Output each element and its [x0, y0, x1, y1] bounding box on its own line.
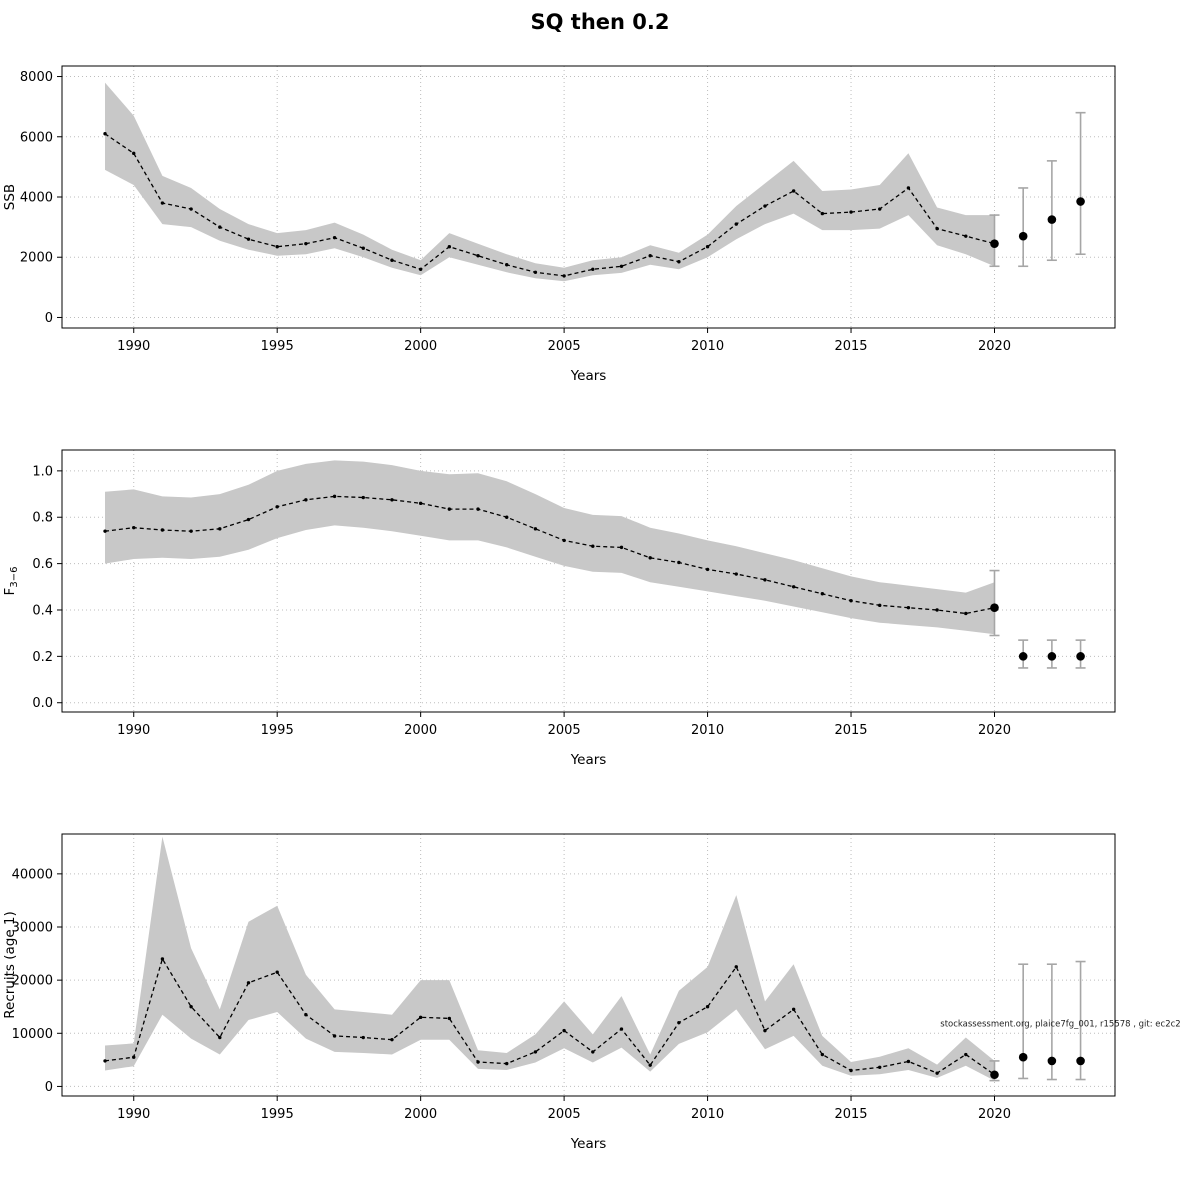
plot-box — [61, 833, 1116, 1097]
axis-ticks — [57, 873, 995, 1101]
svg-text:0.2: 0.2 — [32, 650, 53, 665]
plot-box — [61, 449, 1116, 713]
svg-text:2000: 2000 — [404, 339, 437, 354]
svg-text:2010: 2010 — [691, 1107, 724, 1122]
svg-text:2005: 2005 — [548, 339, 581, 354]
svg-text:2000: 2000 — [404, 1107, 437, 1122]
svg-text:1990: 1990 — [117, 723, 150, 738]
svg-text:6000: 6000 — [20, 130, 53, 145]
confidence-band — [105, 836, 995, 1081]
svg-text:30000: 30000 — [12, 921, 53, 936]
svg-text:1995: 1995 — [261, 1107, 294, 1122]
plot-box — [61, 65, 1116, 329]
svg-text:40000: 40000 — [12, 867, 53, 882]
svg-text:2020: 2020 — [978, 1107, 1011, 1122]
y-axis-label: F3−6 — [2, 567, 20, 596]
svg-text:2020: 2020 — [978, 339, 1011, 354]
forecast-points — [989, 569, 1086, 669]
svg-text:4000: 4000 — [20, 191, 53, 206]
ssb-chart: 1990 1995 2000 2005 2010 2015 2020 0 2000 4000 600… — [2, 65, 1116, 384]
svg-text:1990: 1990 — [117, 339, 150, 354]
svg-text:1.0: 1.0 — [32, 464, 53, 479]
grid — [62, 450, 1115, 712]
svg-text:2005: 2005 — [548, 1107, 581, 1122]
x-axis-label: Years — [570, 1136, 607, 1152]
estimate-points — [103, 494, 997, 616]
grid — [62, 66, 1115, 328]
forecast-points — [989, 960, 1086, 1082]
estimate-line — [104, 133, 995, 277]
svg-text:2005: 2005 — [548, 723, 581, 738]
svg-text:2010: 2010 — [691, 339, 724, 354]
svg-text:0.0: 0.0 — [32, 696, 53, 711]
svg-text:0.4: 0.4 — [32, 603, 53, 618]
axis-ticks — [57, 470, 995, 717]
figure-title: SQ then 0.2 — [530, 10, 670, 34]
estimate-line — [104, 957, 995, 1076]
confidence-band — [105, 460, 995, 635]
svg-text:2000: 2000 — [404, 723, 437, 738]
x-axis-label: Years — [570, 752, 607, 768]
stockassessment-annotation: stockassessment.org, plaice7fg_001, r155… — [940, 1019, 1180, 1029]
svg-text:10000: 10000 — [12, 1027, 53, 1042]
svg-text:0.6: 0.6 — [32, 557, 53, 572]
y-axis-label: Recruits (age 1) — [2, 911, 18, 1019]
svg-text:0: 0 — [45, 1080, 53, 1095]
fishing-mortality-chart: 1990 1995 2000 2005 2010 2015 2020 0.0 0.2 0.4 0.6… — [2, 449, 1116, 768]
tick-labels: 1990 1995 2000 2005 2010 2015 2020 0 2000 4000 600… — [20, 70, 1011, 354]
tick-labels: 1990 1995 2000 2005 2010 2015 2020 0 10000 20000 3… — [12, 867, 1011, 1122]
estimate-line — [104, 495, 995, 615]
svg-text:1990: 1990 — [117, 1107, 150, 1122]
recruits-chart: 1990 1995 2000 2005 2010 2015 2020 0 10000 20000 3… — [2, 833, 1181, 1152]
y-axis-label: SSB — [2, 184, 18, 210]
svg-text:0.8: 0.8 — [32, 511, 53, 526]
x-axis-label: Years — [570, 368, 607, 384]
svg-text:2015: 2015 — [834, 1107, 867, 1122]
estimate-points — [103, 132, 997, 278]
svg-text:2015: 2015 — [834, 339, 867, 354]
svg-text:1995: 1995 — [261, 339, 294, 354]
svg-text:0: 0 — [45, 311, 53, 326]
svg-text:2000: 2000 — [20, 251, 53, 266]
svg-text:2015: 2015 — [834, 723, 867, 738]
svg-text:2020: 2020 — [978, 723, 1011, 738]
svg-text:20000: 20000 — [12, 974, 53, 989]
axis-ticks — [57, 76, 995, 333]
svg-text:8000: 8000 — [20, 70, 53, 85]
svg-text:2010: 2010 — [691, 723, 724, 738]
forecast-points — [989, 111, 1086, 268]
tick-labels: 1990 1995 2000 2005 2010 2015 2020 0.0 0.2 0.4 0.6… — [32, 464, 1011, 738]
svg-text:1995: 1995 — [261, 723, 294, 738]
confidence-band — [105, 82, 995, 282]
